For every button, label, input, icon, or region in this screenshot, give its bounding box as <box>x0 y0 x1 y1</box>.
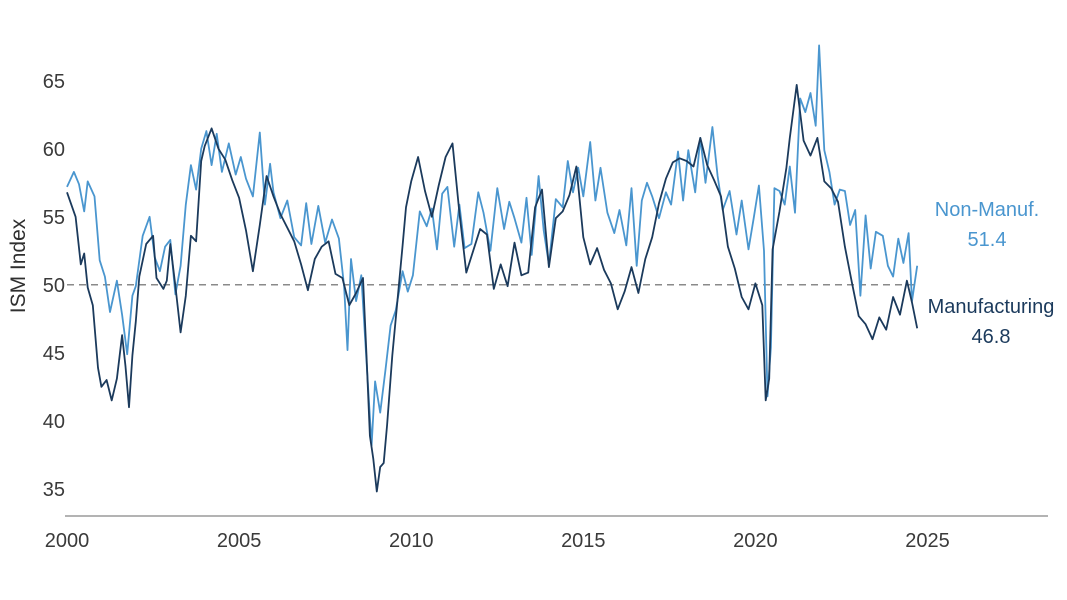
series-layer <box>66 44 919 493</box>
x-tick-label: 2020 <box>733 530 778 552</box>
series-line-manufacturing <box>66 84 919 493</box>
x-tick-labels: 2000 2005 2010 2015 2020 2025 <box>45 530 950 552</box>
series-line-non-manuf <box>66 44 919 447</box>
x-tick-label: 2005 <box>217 530 262 552</box>
end-label-name-non-manuf: Non-Manuf. <box>935 199 1040 221</box>
y-tick-labels: 35 40 45 50 55 60 65 <box>43 71 65 501</box>
end-label-value-non-manuf: 51.4 <box>968 229 1007 251</box>
y-tick-label: 60 <box>43 139 65 161</box>
y-tick-label: 50 <box>43 275 65 297</box>
y-tick-label: 40 <box>43 411 65 433</box>
y-tick-label: 65 <box>43 71 65 93</box>
end-label-value-manufacturing: 46.8 <box>972 326 1011 348</box>
x-tick-label: 2015 <box>561 530 606 552</box>
y-tick-label: 45 <box>43 343 65 365</box>
x-tick-label: 2010 <box>389 530 434 552</box>
y-axis-label: ISM Index <box>7 218 30 313</box>
y-tick-label: 55 <box>43 207 65 229</box>
x-tick-label: 2000 <box>45 530 90 552</box>
x-tick-label: 2025 <box>905 530 950 552</box>
y-tick-label: 35 <box>43 479 65 501</box>
series-end-labels: Manufacturing 46.8 Non-Manuf. 51.4 <box>928 199 1055 348</box>
end-label-name-manufacturing: Manufacturing <box>928 296 1055 318</box>
